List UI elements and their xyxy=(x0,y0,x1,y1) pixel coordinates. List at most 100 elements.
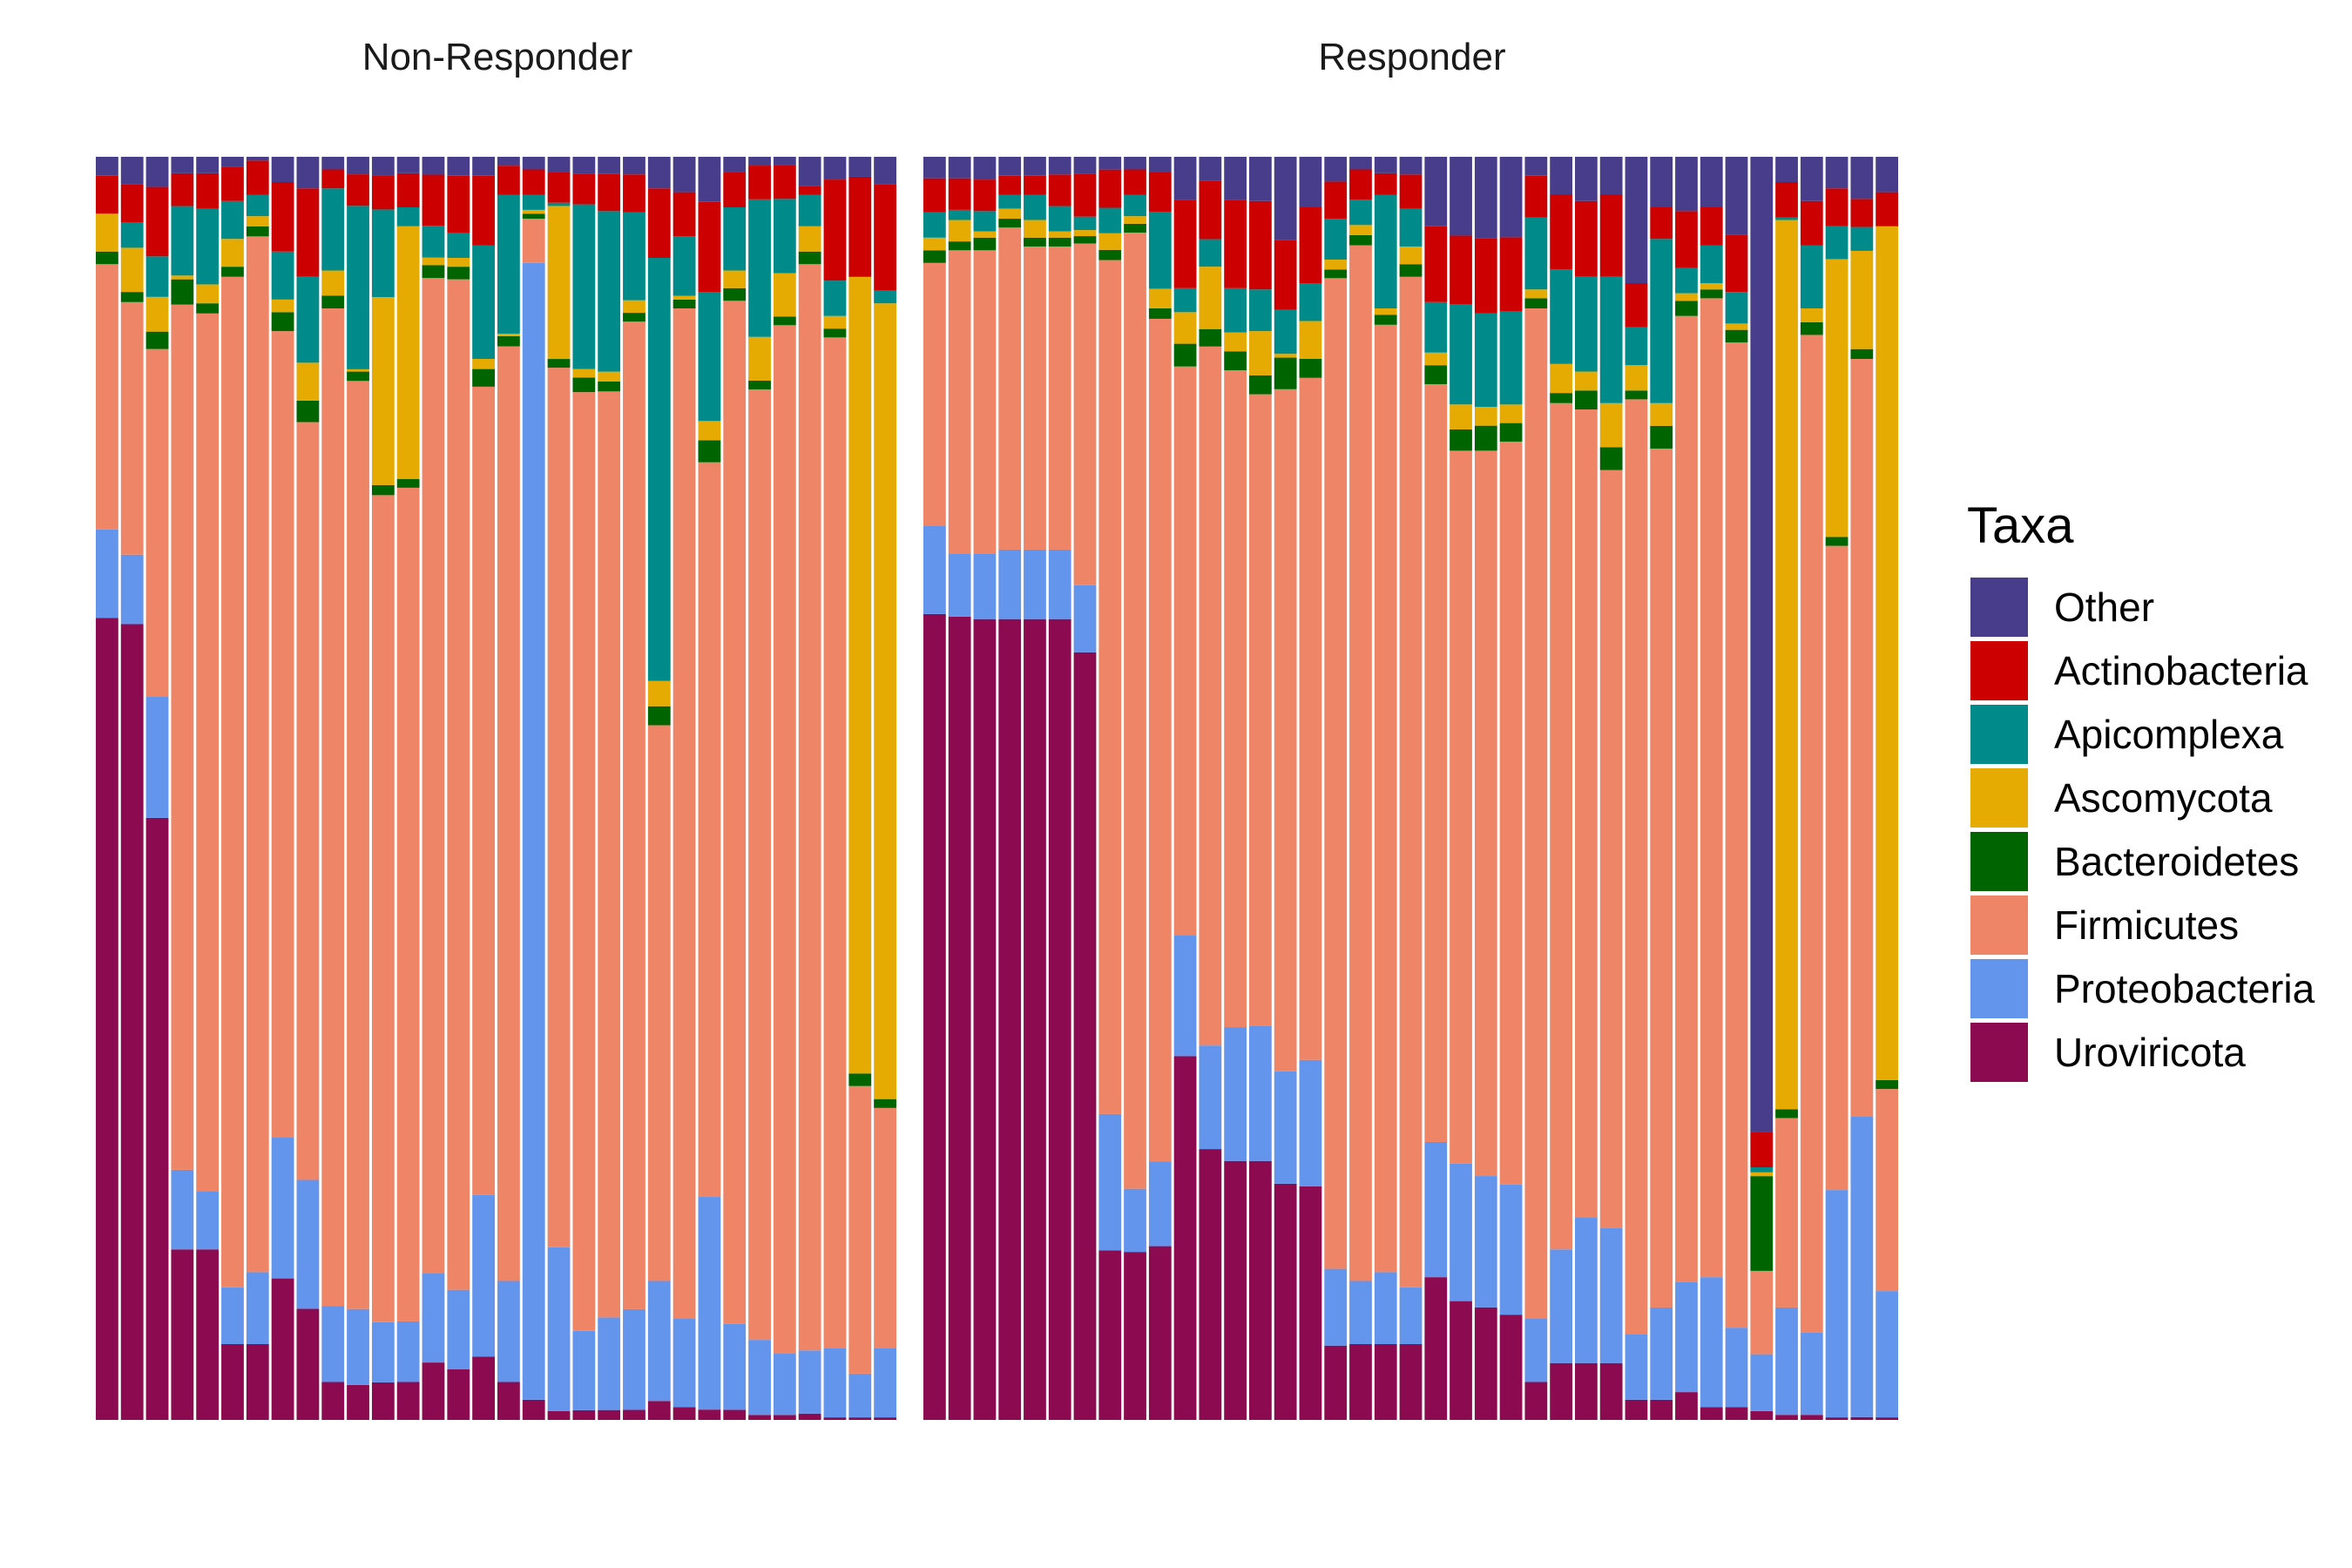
bar-segment-bacteroidetes xyxy=(1474,425,1497,451)
bar-segment-bacteroidetes xyxy=(723,287,747,301)
bar-segment-proteobacteria xyxy=(321,1306,345,1382)
bar-segment-apicomplexa xyxy=(1299,283,1322,321)
bar-segment-actinobacteria xyxy=(647,188,671,258)
bar-segment-actinobacteria xyxy=(522,169,545,195)
bar-segment-bacteroidetes xyxy=(998,219,1022,228)
bar-segment-actinobacteria xyxy=(572,173,596,205)
bar-segment-actinobacteria xyxy=(923,178,946,213)
bar-segment-firmicutes xyxy=(874,1107,896,1348)
legend-key-bacteroidetes xyxy=(1970,832,2028,891)
bar-segment-apicomplexa xyxy=(1224,287,1247,333)
bar-segment-firmicutes xyxy=(572,392,596,1331)
bar-segment-other xyxy=(848,157,872,177)
bar-segment-ascomycota xyxy=(1775,220,1798,1110)
bar-segment-proteobacteria xyxy=(998,549,1022,619)
facet-title-non-responder: Non-Responder xyxy=(362,36,633,78)
legend: Taxa Other Actinobacteria Apicomplexa Ascom… xyxy=(1967,497,2315,1082)
bar-segment-other xyxy=(396,157,420,173)
bar-segment-ascomycota xyxy=(1650,402,1673,426)
bar-segment-firmicutes xyxy=(120,301,144,555)
bar-segment-proteobacteria xyxy=(948,553,971,617)
bar-segment-apicomplexa xyxy=(1349,199,1372,226)
bar-segment-actinobacteria xyxy=(1048,174,1071,206)
bar-segment-firmicutes xyxy=(1675,315,1698,1282)
bar-segment-actinobacteria xyxy=(447,175,470,233)
bar-segment-actinobacteria xyxy=(973,179,997,212)
bar-segment-ascomycota xyxy=(145,296,169,332)
bar-segment-uroviricota xyxy=(1650,1399,1673,1420)
bar-segment-bacteroidetes xyxy=(598,381,621,392)
bar-segment-ascomycota xyxy=(1224,332,1247,352)
bar-segment-uroviricota xyxy=(623,1409,645,1420)
bar-segment-proteobacteria xyxy=(1199,1045,1222,1150)
bar-segment-actinobacteria xyxy=(171,172,194,206)
bar-segment-other xyxy=(145,157,169,187)
bar-segment-other xyxy=(1524,157,1548,176)
bar-segment-bacteroidetes xyxy=(1599,447,1623,470)
bar-segment-ascomycota xyxy=(1424,352,1448,366)
bar-segment-uroviricota xyxy=(1048,618,1071,1420)
bar-segment-bacteroidetes xyxy=(1148,308,1172,319)
bar-segment-firmicutes xyxy=(1048,246,1071,550)
bar-segment-other xyxy=(271,157,294,182)
bar-segment-firmicutes xyxy=(1324,278,1348,1269)
bar-segment-other xyxy=(1575,157,1598,201)
bar-segment-actinobacteria xyxy=(422,174,445,226)
bar-segment-other xyxy=(1700,157,1723,207)
bar-segment-other xyxy=(246,157,269,161)
bar-segment-actinobacteria xyxy=(1173,199,1197,288)
bar-segment-firmicutes xyxy=(948,250,971,554)
bar-segment-ascomycota xyxy=(723,270,747,288)
bar-segment-firmicutes xyxy=(296,422,320,1180)
bar-segment-actinobacteria xyxy=(1199,180,1222,240)
bar-segment-ascomycota xyxy=(1199,267,1222,329)
bar-segment-other xyxy=(748,157,771,166)
bar-segment-ascomycota xyxy=(1148,288,1172,308)
bar-segment-actinobacteria xyxy=(371,175,395,210)
bar-segment-ascomycota xyxy=(1675,293,1698,301)
bar-segment-firmicutes xyxy=(371,495,395,1322)
bar-segment-apicomplexa xyxy=(1124,194,1146,217)
bar-segment-bacteroidetes xyxy=(221,267,244,277)
bar-segment-firmicutes xyxy=(1750,1270,1774,1355)
bar-segment-actinobacteria xyxy=(145,186,169,257)
bar-segment-firmicutes xyxy=(547,368,571,1247)
bar-segment-proteobacteria xyxy=(1550,1249,1572,1363)
bar-segment-apicomplexa xyxy=(874,290,896,304)
bar-segment-bacteroidetes xyxy=(1098,249,1122,260)
bar-segment-ascomycota xyxy=(1073,230,1097,237)
bar-segment-bacteroidetes xyxy=(773,316,796,326)
legend-key-uroviricota xyxy=(1970,1023,2028,1082)
bar-segment-actinobacteria xyxy=(1324,181,1348,220)
bar-segment-proteobacteria xyxy=(396,1321,420,1382)
bar-segment-other xyxy=(647,157,671,189)
bar-segment-uroviricota xyxy=(748,1415,771,1420)
bar-segment-proteobacteria xyxy=(1675,1281,1698,1393)
bar-segment-firmicutes xyxy=(723,301,747,1324)
bar-segment-uroviricota xyxy=(1274,1183,1297,1420)
bar-segment-ascomycota xyxy=(1725,323,1748,330)
bar-segment-actinobacteria xyxy=(1024,175,1046,195)
bar-segment-apicomplexa xyxy=(998,194,1022,209)
bar-segment-other xyxy=(472,157,495,176)
bar-segment-actinobacteria xyxy=(1274,240,1297,310)
bar-segment-actinobacteria xyxy=(96,175,118,214)
bar-segment-uroviricota xyxy=(973,618,997,1420)
bar-segment-firmicutes xyxy=(1124,233,1146,1189)
bar-segment-proteobacteria xyxy=(1249,1025,1272,1161)
bar-segment-bacteroidetes xyxy=(547,359,571,368)
bar-segment-uroviricota xyxy=(1524,1382,1548,1420)
bar-segment-bacteroidetes xyxy=(321,295,345,308)
bar-segment-other xyxy=(196,157,220,173)
bar-segment-firmicutes xyxy=(1474,450,1497,1177)
bar-segment-ascomycota xyxy=(120,247,144,293)
bar-segment-firmicutes xyxy=(1650,448,1673,1308)
bar-segment-bacteroidetes xyxy=(347,371,369,382)
bar-segment-other xyxy=(1048,157,1071,175)
bar-segment-apicomplexa xyxy=(672,236,696,296)
bar-segment-bacteroidetes xyxy=(296,400,320,422)
legend-key-apicomplexa xyxy=(1970,705,2028,764)
bar-segment-firmicutes xyxy=(1575,409,1598,1218)
bar-segment-ascomycota xyxy=(472,359,495,369)
